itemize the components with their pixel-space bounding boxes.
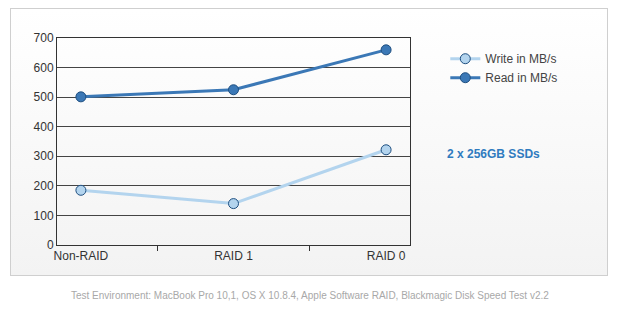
- svg-text:700: 700: [34, 31, 54, 45]
- svg-text:Write in MB/s: Write in MB/s: [485, 52, 556, 66]
- svg-text:Test Environment: MacBook Pro: Test Environment: MacBook Pro 10,1, OS X…: [71, 290, 549, 301]
- svg-text:100: 100: [34, 209, 54, 223]
- svg-text:0: 0: [47, 238, 54, 252]
- svg-text:Read in MB/s: Read in MB/s: [485, 71, 557, 85]
- svg-text:400: 400: [34, 120, 54, 134]
- svg-text:500: 500: [34, 90, 54, 104]
- svg-text:2 x 256GB SSDs: 2 x 256GB SSDs: [447, 147, 540, 161]
- svg-text:Non-RAID: Non-RAID: [54, 249, 109, 263]
- svg-text:200: 200: [34, 179, 54, 193]
- svg-text:RAID 1: RAID 1: [214, 249, 253, 263]
- svg-text:300: 300: [34, 149, 54, 163]
- svg-text:RAID 0: RAID 0: [367, 249, 406, 263]
- svg-text:600: 600: [34, 61, 54, 75]
